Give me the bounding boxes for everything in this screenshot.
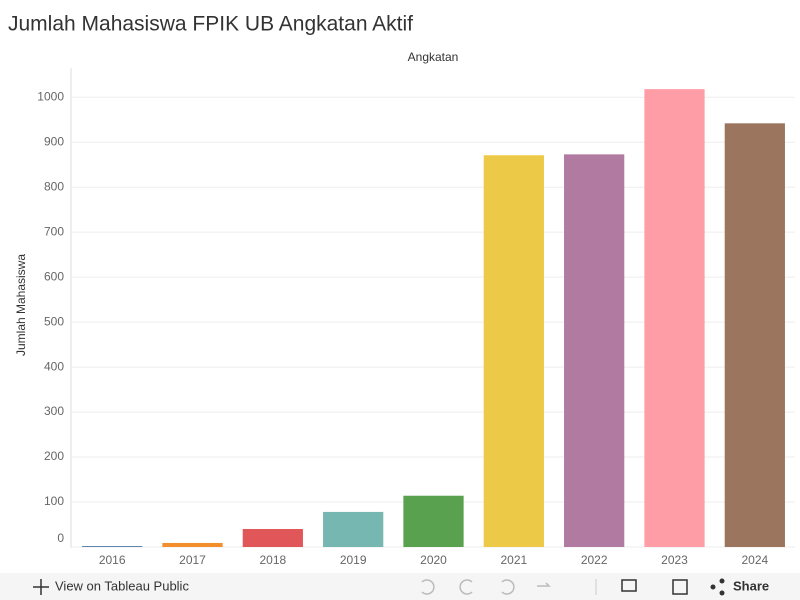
y-tick-label: 1000 <box>37 89 64 103</box>
share-icon[interactable] <box>710 578 725 596</box>
fullscreen-icon[interactable] <box>672 579 688 595</box>
bar <box>564 154 625 548</box>
x-tick-label: 2023 <box>661 553 688 567</box>
bar <box>724 123 785 547</box>
x-tick-label: 2018 <box>259 553 286 567</box>
bar <box>644 89 705 547</box>
x-tick-label: 2022 <box>581 553 608 567</box>
x-tick-label: 2019 <box>340 553 367 567</box>
disabled-icons <box>421 579 551 595</box>
x-tick-label: 2020 <box>420 553 447 567</box>
y-tick-label: 900 <box>44 134 64 148</box>
toolbar-bg <box>0 573 800 600</box>
x-tick-label: 2016 <box>99 553 126 567</box>
bar <box>483 155 544 547</box>
x-axis-title: Angkatan <box>408 50 459 64</box>
toolbar: View on Tableau Public Share <box>0 573 800 600</box>
y-tick-label: 200 <box>44 449 64 463</box>
view-link[interactable]: View on Tableau Public <box>55 578 189 593</box>
bar <box>162 542 223 547</box>
bar <box>403 495 464 547</box>
y-tick-label: 300 <box>44 404 64 418</box>
y-tick-label: 0 <box>57 531 64 545</box>
tableau-icon <box>33 579 49 595</box>
bar <box>242 529 303 547</box>
share-button[interactable]: Share <box>733 578 769 593</box>
x-tick-label: 2021 <box>500 553 527 567</box>
chart-title: Jumlah Mahasiswa FPIK UB Angkatan Aktif <box>8 13 413 36</box>
x-tick-label: 2017 <box>179 553 206 567</box>
y-tick-label: 500 <box>44 314 64 328</box>
bar <box>82 546 143 547</box>
download-icon[interactable] <box>621 579 637 592</box>
y-tick-label: 700 <box>44 224 64 238</box>
bar <box>323 511 384 547</box>
y-tick-label: 100 <box>44 494 64 508</box>
x-tick-label: 2024 <box>741 553 768 567</box>
y-tick-label: 400 <box>44 359 64 373</box>
y-tick-label: 600 <box>44 269 64 283</box>
y-axis-title: Jumlah Mahasiswa <box>14 254 28 356</box>
y-tick-label: 800 <box>44 179 64 193</box>
